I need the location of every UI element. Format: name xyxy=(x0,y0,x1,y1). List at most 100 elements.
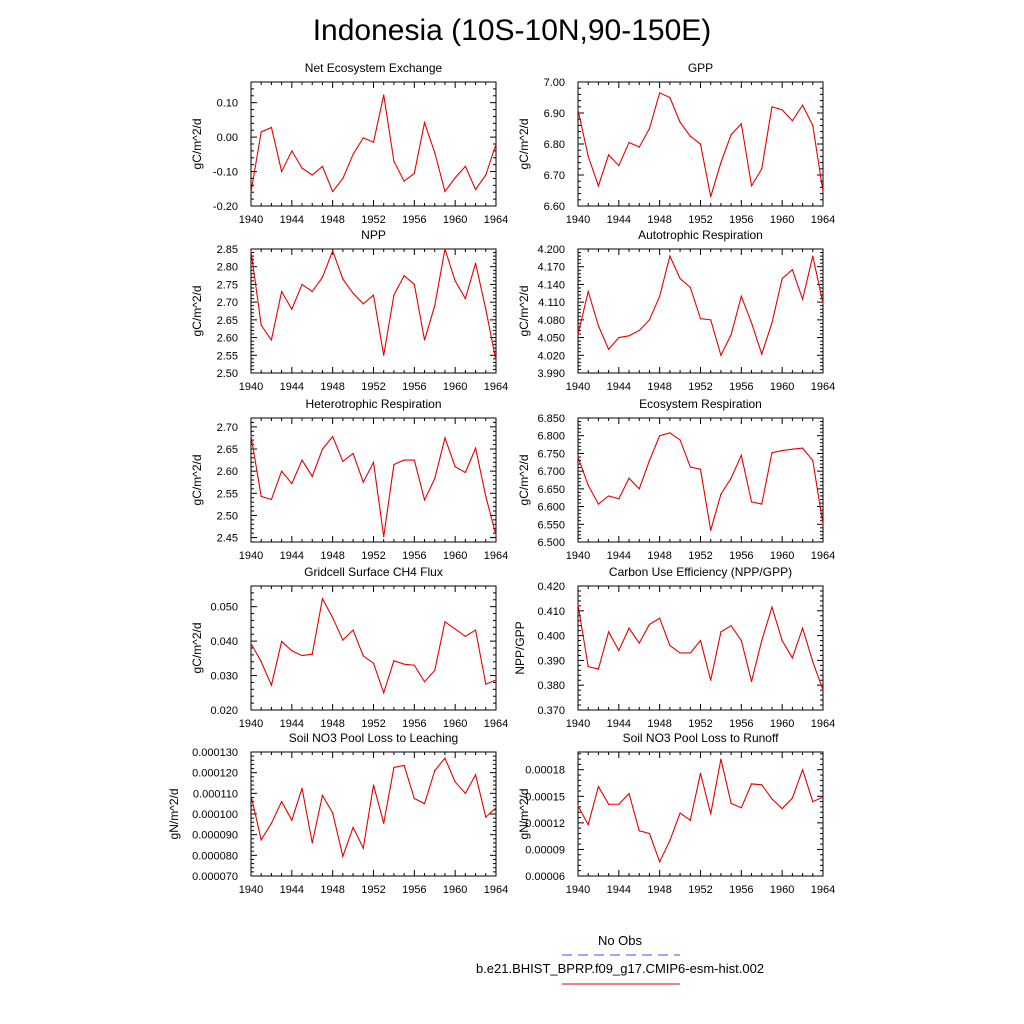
series-line xyxy=(250,248,497,361)
y-tick-label: 0.00009 xyxy=(525,844,565,856)
y-tick-label: 2.85 xyxy=(217,244,238,256)
data-point xyxy=(730,625,732,627)
plot-frame xyxy=(250,81,497,207)
data-point xyxy=(291,650,293,652)
data-point xyxy=(812,459,814,462)
y-tick-label: 2.65 xyxy=(217,315,238,327)
data-point xyxy=(791,269,793,271)
data-point xyxy=(720,758,722,760)
data-point xyxy=(740,807,742,809)
y-tick-label: 0.00006 xyxy=(525,871,565,883)
data-point xyxy=(372,294,375,296)
data-point xyxy=(321,165,324,167)
data-point xyxy=(423,339,426,341)
y-tick-label: 4.140 xyxy=(537,279,565,291)
data-point xyxy=(281,801,283,803)
x-tick-label: 1940 xyxy=(566,718,590,730)
data-point xyxy=(761,784,763,786)
data-point xyxy=(618,498,620,500)
y-tick-label: 6.500 xyxy=(537,537,565,549)
series-line xyxy=(250,757,497,859)
data-point xyxy=(342,460,344,462)
y-tick-label: 2.60 xyxy=(217,466,238,478)
y-tick-label: 2.70 xyxy=(217,422,238,434)
x-tick-label: 1952 xyxy=(361,381,385,393)
data-point xyxy=(291,150,293,152)
data-point xyxy=(260,131,262,133)
data-point xyxy=(301,654,303,657)
y-tick-label: 6.550 xyxy=(537,519,565,531)
x-tick-label: 1956 xyxy=(402,550,426,562)
data-point xyxy=(628,793,630,795)
data-point xyxy=(608,154,610,156)
x-tick-label: 1944 xyxy=(607,550,631,562)
data-point xyxy=(454,177,456,179)
data-point xyxy=(332,812,334,814)
data-point xyxy=(281,170,283,173)
data-point xyxy=(812,661,814,663)
y-tick-label: 0.000070 xyxy=(192,871,238,883)
x-tick-label: 1964 xyxy=(484,718,508,730)
data-point xyxy=(750,680,753,683)
data-point xyxy=(638,642,640,644)
data-point xyxy=(771,798,773,800)
data-point xyxy=(464,471,466,474)
data-point xyxy=(608,348,610,350)
x-tick-label: 1940 xyxy=(239,214,263,226)
data-point xyxy=(464,635,466,637)
y-tick-label: 0.370 xyxy=(537,705,565,717)
y-axis-label: gC/m^2/d xyxy=(190,455,204,506)
panel-title: Soil NO3 Pool Loss to Runoff xyxy=(623,731,780,745)
y-axis-label: gN/m^2/d xyxy=(167,789,181,840)
data-point xyxy=(587,666,589,668)
x-tick-label: 1964 xyxy=(811,884,835,896)
data-point xyxy=(250,250,252,252)
legend-model-label: b.e21.BHIST_BPRP.f09_g17.CMIP6-esm-hist.… xyxy=(476,961,764,976)
x-tick-label: 1964 xyxy=(811,381,835,393)
data-point xyxy=(260,495,262,497)
data-point xyxy=(648,319,651,321)
data-point xyxy=(638,488,640,490)
data-point xyxy=(638,830,640,832)
data-point xyxy=(474,774,477,776)
data-point xyxy=(454,781,456,783)
data-point xyxy=(270,684,273,686)
data-point xyxy=(311,653,313,655)
panel-title: Ecosystem Respiration xyxy=(639,397,762,411)
data-point xyxy=(464,792,466,794)
data-point xyxy=(362,137,364,139)
x-tick-label: 1964 xyxy=(484,214,508,226)
y-tick-label: 4.110 xyxy=(538,297,565,309)
x-tick-label: 1952 xyxy=(361,718,385,730)
data-point xyxy=(781,639,783,642)
data-point xyxy=(720,631,722,633)
x-tick-label: 1960 xyxy=(770,550,794,562)
data-point xyxy=(444,757,446,759)
data-point xyxy=(577,334,579,336)
data-point xyxy=(710,196,712,198)
data-point xyxy=(250,794,252,797)
data-point xyxy=(311,475,313,478)
legend: No Obs b.e21.BHIST_BPRP.f09_g17.CMIP6-es… xyxy=(476,933,764,985)
plot-frame xyxy=(577,751,824,877)
data-point xyxy=(730,802,732,804)
series-line xyxy=(250,94,497,193)
data-point xyxy=(812,255,814,257)
series-line xyxy=(577,604,824,691)
y-tick-label: 2.70 xyxy=(217,297,238,309)
data-point xyxy=(669,839,671,842)
y-tick-label: 0.420 xyxy=(537,581,565,593)
data-point xyxy=(628,335,630,337)
data-point xyxy=(474,262,477,264)
y-tick-label: 6.90 xyxy=(544,108,565,120)
x-tick-label: 1948 xyxy=(647,214,671,226)
data-point xyxy=(301,787,303,789)
y-tick-label: 2.80 xyxy=(217,262,238,274)
y-tick-label: 2.65 xyxy=(217,444,238,456)
y-axis-label: gC/m^2/d xyxy=(517,455,531,506)
data-point xyxy=(699,639,702,642)
y-tick-label: 0.000090 xyxy=(192,830,238,842)
x-tick-label: 1948 xyxy=(320,718,344,730)
data-point xyxy=(362,481,364,483)
data-point xyxy=(801,627,804,629)
